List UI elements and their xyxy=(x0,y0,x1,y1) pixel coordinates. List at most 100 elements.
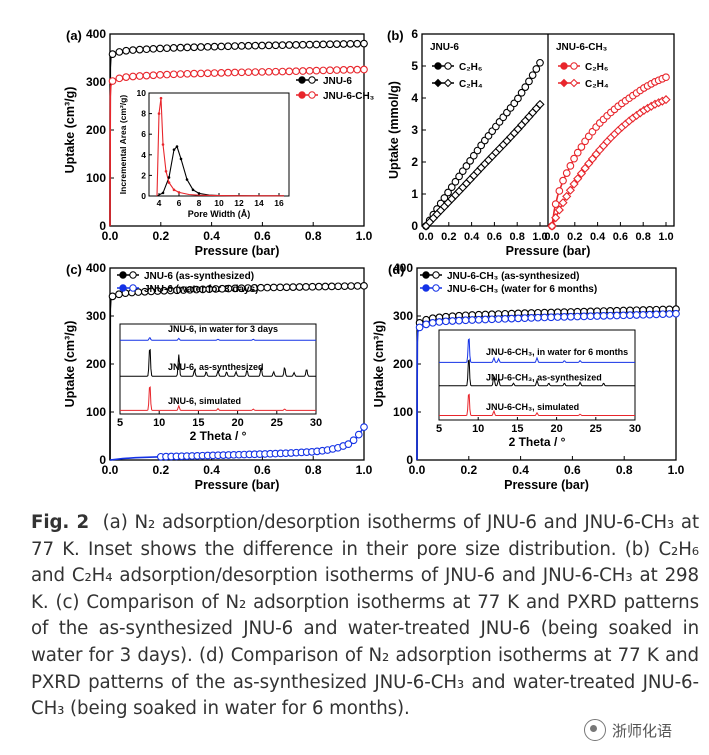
data-point xyxy=(458,167,467,176)
figure-2: 0.0 0.2 0.4 0.6 0.8 1.00100200300400Pressure … xyxy=(63,27,685,492)
y-tick-label: 400 xyxy=(86,261,106,275)
legend-label: JNU-6-CH₃ (water for 6 months) xyxy=(447,284,597,295)
y-tick-label: 0 xyxy=(411,219,418,233)
data-point xyxy=(534,313,542,322)
data-point xyxy=(468,316,477,324)
data-point xyxy=(580,312,588,321)
data-point xyxy=(566,162,575,170)
panel-label: (b) xyxy=(387,28,404,43)
data-point xyxy=(659,310,667,319)
data-point xyxy=(455,172,463,181)
subpanel-title: JNU-6 xyxy=(430,42,459,53)
x-tick-label: 0.6 xyxy=(487,231,502,243)
legend-marker xyxy=(119,271,127,279)
legend-marker xyxy=(298,91,306,99)
data-point xyxy=(149,71,158,80)
legend-label: JNU-6-CH₃ (as-synthesized) xyxy=(447,271,579,282)
legend-marker xyxy=(559,78,569,88)
data-point xyxy=(332,40,341,48)
data-point xyxy=(469,151,478,160)
data-point xyxy=(129,72,137,81)
inset-y-tick-label: 8 xyxy=(141,109,146,119)
inset-x-title: Pore Width (Å) xyxy=(188,209,250,219)
data-point xyxy=(527,314,536,322)
inset-point xyxy=(157,112,161,115)
data-point xyxy=(593,312,601,320)
data-point xyxy=(415,323,424,332)
legend-marker xyxy=(119,284,127,292)
data-point xyxy=(210,42,219,51)
xrd-pattern xyxy=(120,386,316,411)
x-tick-label: 0.6 xyxy=(564,463,581,477)
x-axis-title: Pressure (bar) xyxy=(506,244,591,258)
inset-x-tick-label: 10 xyxy=(153,417,165,429)
data-point xyxy=(251,41,260,50)
data-point xyxy=(547,313,555,322)
inset-x-tick-label: 5 xyxy=(117,417,123,429)
data-point xyxy=(606,311,615,320)
caption-label: Fig. 2 xyxy=(31,512,90,533)
y-tick-label: 100 xyxy=(393,405,413,419)
x-tick-label: 0.4 xyxy=(203,229,220,243)
xrd-pattern xyxy=(120,348,316,377)
data-point xyxy=(265,41,273,50)
inset-point xyxy=(161,143,165,146)
data-point xyxy=(108,50,117,59)
inset-point xyxy=(164,169,168,173)
x-tick-label: 1.0 xyxy=(532,231,547,243)
y-axis-title: Uptake (cm³/g) xyxy=(63,321,77,408)
inset-x-tick-label: 8 xyxy=(197,198,202,208)
data-point xyxy=(231,42,239,50)
x-tick-label: 0.8 xyxy=(616,463,633,477)
watermark: 浙师化语 xyxy=(584,716,672,744)
data-point xyxy=(176,70,185,78)
data-point xyxy=(142,71,151,80)
data-point xyxy=(278,41,287,49)
x-tick-label: 0.2 xyxy=(152,229,169,243)
data-point xyxy=(455,316,463,325)
inset-x-tick-label: 25 xyxy=(590,423,602,435)
subpanel-title: JNU-6-CH₃ xyxy=(556,42,608,53)
x-tick-label: 0.0 xyxy=(544,231,559,243)
data-point xyxy=(532,65,541,73)
x-tick-label: 1.0 xyxy=(356,229,373,243)
data-point xyxy=(197,69,205,78)
x-tick-label: 0.0 xyxy=(102,229,119,243)
data-point xyxy=(481,315,490,324)
data-point xyxy=(494,315,503,323)
data-point xyxy=(570,154,578,163)
y-tick-label: 0 xyxy=(99,453,106,467)
data-point xyxy=(292,67,300,76)
xrd-pattern xyxy=(439,393,635,416)
data-point xyxy=(308,282,317,291)
wechat-icon xyxy=(584,719,606,741)
data-point xyxy=(349,436,358,445)
data-point xyxy=(258,41,266,50)
data-point xyxy=(447,183,456,191)
data-point xyxy=(122,46,130,55)
data-point xyxy=(217,42,226,51)
legend-marker xyxy=(570,62,578,70)
x-tick-label: 0.4 xyxy=(203,463,220,477)
inset-x-tick-label: 5 xyxy=(436,423,442,435)
inset-frame xyxy=(148,92,290,197)
xrd-pattern-label: JNU-6-CH₃, simulated xyxy=(486,402,579,412)
data-point xyxy=(540,313,549,322)
data-point xyxy=(334,282,343,291)
panel-label: (a) xyxy=(66,28,82,43)
data-point xyxy=(554,205,564,215)
data-point xyxy=(315,282,323,291)
legend-marker xyxy=(444,62,452,70)
data-point xyxy=(501,314,509,323)
data-point xyxy=(282,283,291,292)
data-point xyxy=(551,213,561,223)
x-tick-label: 0.2 xyxy=(460,463,477,477)
x-axis-title: Pressure (bar) xyxy=(195,478,280,492)
panel-label: (c) xyxy=(66,262,82,277)
data-point xyxy=(203,69,212,78)
data-point xyxy=(321,282,330,291)
data-point xyxy=(142,45,151,54)
data-point xyxy=(354,430,363,439)
y-tick-label: 300 xyxy=(86,309,106,323)
inset-point xyxy=(167,181,171,184)
